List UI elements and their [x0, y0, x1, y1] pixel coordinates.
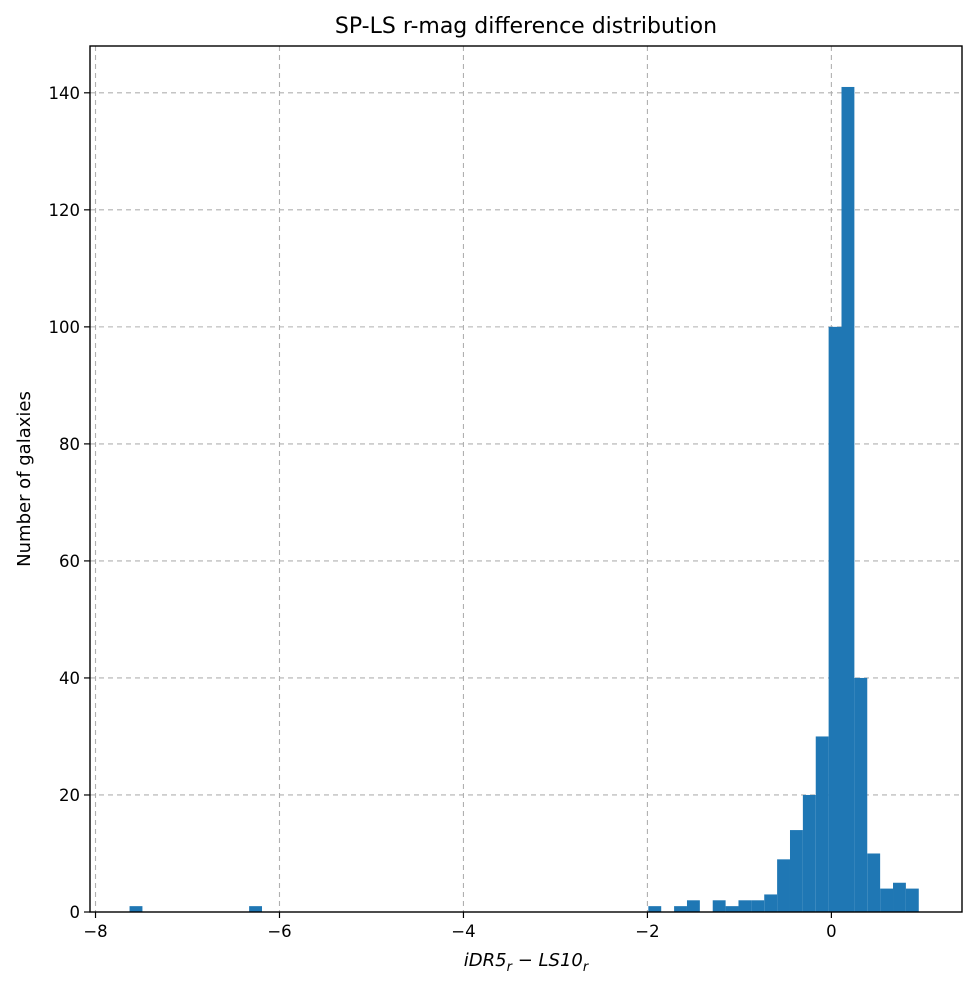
chart-title: SP-LS r-mag difference distribution [335, 14, 717, 39]
histogram-bar [751, 900, 765, 912]
histogram-bar [686, 900, 700, 912]
histogram-bar [854, 677, 868, 912]
y-tick-label: 60 [59, 552, 80, 571]
histogram-bar [764, 894, 778, 912]
x-label-sub1: r [507, 960, 514, 975]
bars-layer [129, 86, 919, 912]
histogram-bar [249, 906, 263, 912]
x-tick-label: −6 [267, 922, 291, 941]
x-tick-label: −4 [451, 922, 475, 941]
x-label-mid: − LS10 [512, 950, 583, 971]
histogram-bar [802, 794, 816, 912]
x-label-main: iDR5 [464, 950, 507, 971]
histogram-bar [867, 853, 881, 912]
histogram-bar [880, 888, 894, 912]
y-tick-label: 140 [49, 84, 81, 103]
histogram-bar [674, 906, 687, 912]
histogram-bar [841, 86, 855, 912]
x-axis-ticks: −8 −6 −4 −2 0 [83, 912, 837, 941]
histogram-bar [777, 859, 790, 912]
y-tick-label: 80 [59, 435, 80, 454]
x-label-sub2: r [583, 960, 590, 975]
x-axis-label: iDR5r − LS10r [464, 950, 590, 975]
x-tick-label: 0 [826, 922, 837, 941]
histogram-bar [712, 900, 726, 912]
y-tick-label: 120 [49, 201, 81, 220]
x-tick-label: −2 [635, 922, 659, 941]
histogram-bar [725, 906, 739, 912]
histogram-bar [738, 900, 752, 912]
histogram-bar [129, 906, 143, 912]
histogram-bar [815, 736, 829, 912]
histogram-bar [893, 882, 906, 912]
plot-frame [89, 45, 963, 913]
y-tick-label: 20 [59, 786, 80, 805]
y-tick-label: 100 [49, 318, 81, 337]
histogram-bar [648, 906, 662, 912]
histogram-bar [789, 830, 803, 912]
histogram-bar [828, 326, 842, 912]
y-axis-label: Number of galaxies [14, 391, 35, 567]
histogram-bar [905, 888, 919, 912]
y-axis-ticks: 0 20 40 60 80 100 120 140 [49, 84, 90, 922]
x-tick-label: −8 [83, 922, 107, 941]
y-tick-label: 40 [59, 669, 80, 688]
y-tick-label: 0 [70, 903, 81, 922]
